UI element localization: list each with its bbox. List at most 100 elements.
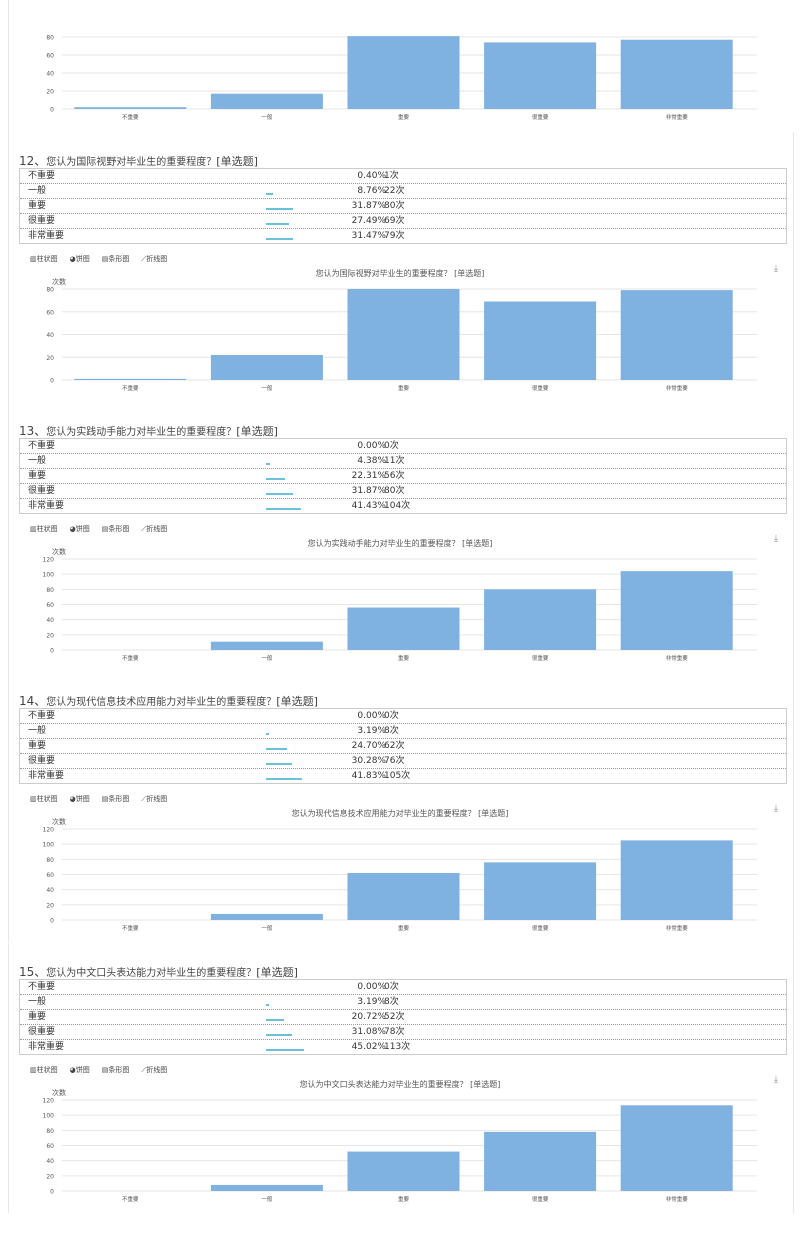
chart-type-hbar-button[interactable]: ▤条形图: [102, 524, 130, 534]
table-row: 重要 24.70% 62次: [20, 739, 786, 754]
x-tick-label: 重要: [398, 384, 410, 392]
download-icon[interactable]: ⤓: [774, 804, 778, 814]
chart-type-line-button[interactable]: ⟋折线图: [141, 254, 167, 264]
x-tick-label: 一般: [261, 1195, 273, 1203]
x-tick-label: 不重要: [122, 1195, 139, 1203]
bar-非常重要[interactable]: [620, 39, 733, 110]
option-percent: 31.47%: [351, 231, 386, 241]
chart-type-bar-button[interactable]: ▥柱状图: [30, 524, 58, 534]
y-tick-label: 0: [50, 107, 54, 114]
chart-type-line-button[interactable]: ⟋折线图: [141, 524, 167, 534]
chart-type-hbar-button[interactable]: ▤条形图: [102, 794, 130, 804]
bar-不重要[interactable]: [74, 378, 187, 380]
bar-一般[interactable]: [210, 93, 323, 109]
bar-非常重要[interactable]: [620, 840, 733, 920]
bar-一般[interactable]: [210, 641, 323, 650]
option-count: 8次: [384, 726, 399, 736]
chart-type-hbar-button[interactable]: ▤条形图: [102, 254, 130, 264]
bar-非常重要[interactable]: [620, 571, 733, 650]
chart-type-line-button[interactable]: ⟋折线图: [141, 1065, 167, 1075]
bar-重要[interactable]: [347, 872, 460, 920]
table-row: 很重要 31.87% 80次: [20, 484, 786, 499]
option-count: 78次: [384, 1027, 405, 1037]
percent-bar: [266, 778, 302, 780]
chart-type-hbar-button[interactable]: ▤条形图: [102, 1065, 130, 1075]
divider: [8, 0, 9, 140]
pie-chart-icon: ◕: [69, 795, 76, 803]
x-tick-label: 一般: [261, 384, 273, 392]
question-type: [单选题]: [256, 966, 298, 979]
bar-非常重要[interactable]: [620, 1105, 733, 1191]
percent-bar: [266, 193, 274, 195]
chart-type-bar-button[interactable]: ▥柱状图: [30, 254, 58, 264]
bar-非常重要[interactable]: [620, 290, 733, 380]
chart-type-pie-button[interactable]: ◕饼图: [70, 524, 90, 534]
option-count: 76次: [384, 756, 405, 766]
option-count: 0次: [384, 711, 399, 721]
results-table: 不重要 0.00% 0次 一般 3.19% 8次 重要 24.70% 62次 很重要 30.28% 7…: [19, 708, 787, 784]
bar-一般[interactable]: [210, 913, 323, 920]
chart-type-pie-button[interactable]: ◕饼图: [70, 254, 90, 264]
bar-很重要[interactable]: [484, 301, 597, 380]
bar-不重要[interactable]: [74, 107, 187, 109]
option-label: 很重要: [28, 756, 56, 766]
download-icon[interactable]: ⤓: [774, 534, 778, 544]
chart-type-toolbar: ▥柱状图 ◕饼图 ▤条形图 ⟋折线图: [30, 1065, 167, 1075]
option-label: 非常重要: [28, 501, 65, 511]
bar-重要[interactable]: [347, 1151, 460, 1191]
option-percent: 41.43%: [351, 501, 386, 511]
download-icon[interactable]: ⤓: [774, 264, 778, 274]
percent-bar: [266, 1034, 293, 1036]
chart-type-label: 条形图: [108, 255, 130, 263]
x-tick-label: 很重要: [532, 113, 549, 121]
table-row: 非常重要 31.47% 79次: [20, 229, 786, 243]
bar-重要[interactable]: [347, 607, 460, 650]
option-count: 104次: [384, 501, 411, 511]
option-count: 52次: [384, 1012, 405, 1022]
x-tick-label: 非常重要: [666, 1195, 689, 1203]
hbar-chart-icon: ▤: [101, 255, 109, 263]
y-tick-label: 40: [46, 617, 54, 624]
y-tick-label: 60: [46, 53, 54, 60]
bar-一般[interactable]: [210, 1184, 323, 1191]
option-percent: 22.31%: [351, 471, 386, 481]
bar-很重要[interactable]: [484, 1131, 597, 1191]
x-tick-label: 不重要: [122, 113, 139, 121]
question-section: 13、您认为实践动手能力对毕业生的重要程度？[单选题] 不重要 0.00% 0次 一般 4…: [0, 402, 800, 692]
option-count: 11次: [384, 456, 405, 466]
y-tick-label: 40: [46, 71, 54, 78]
y-tick-label: 0: [50, 648, 54, 655]
bar-重要[interactable]: [347, 289, 460, 380]
x-tick-label: 一般: [261, 924, 273, 932]
bar-很重要[interactable]: [484, 589, 597, 650]
chart-type-pie-button[interactable]: ◕饼图: [70, 1065, 90, 1075]
chart-type-bar-button[interactable]: ▥柱状图: [30, 794, 58, 804]
bar-很重要[interactable]: [484, 42, 597, 109]
chart-type-bar-button[interactable]: ▥柱状图: [30, 1065, 58, 1075]
y-tick-label: 40: [46, 332, 54, 339]
chart-type-pie-button[interactable]: ◕饼图: [70, 794, 90, 804]
option-percent: 3.19%: [357, 726, 386, 736]
pie-chart-icon: ◕: [69, 525, 76, 533]
percent-bar: [266, 748, 287, 750]
y-tick-label: 60: [46, 309, 54, 316]
option-percent: 31.08%: [351, 1027, 386, 1037]
bar-很重要[interactable]: [484, 862, 597, 920]
chart-type-toolbar: ▥柱状图 ◕饼图 ▤条形图 ⟋折线图: [30, 254, 167, 264]
y-tick-label: 40: [46, 887, 54, 894]
download-icon[interactable]: ⤓: [774, 1075, 778, 1085]
bar-chart: 0 20 40 60 80 100 120 不重要 一般 重要 很重要 非常重要: [43, 827, 757, 932]
chart-type-line-button[interactable]: ⟋折线图: [141, 794, 167, 804]
option-percent: 24.70%: [351, 741, 386, 751]
y-tick-label: 60: [46, 872, 54, 879]
x-tick-label: 不重要: [122, 924, 139, 932]
table-row: 很重要 30.28% 76次: [20, 754, 786, 769]
results-table: 不重要 0.40% 1次 一般 8.76% 22次 重要 31.87% 80次 很重要 27.49%…: [19, 168, 787, 244]
bar-一般[interactable]: [210, 354, 323, 380]
percent-bar: [266, 763, 292, 765]
chart-type-label: 条形图: [108, 525, 130, 533]
percent-bar: [266, 478, 285, 480]
y-axis-label: 次数: [52, 278, 66, 286]
divider: [793, 943, 794, 1213]
bar-重要[interactable]: [347, 36, 460, 109]
